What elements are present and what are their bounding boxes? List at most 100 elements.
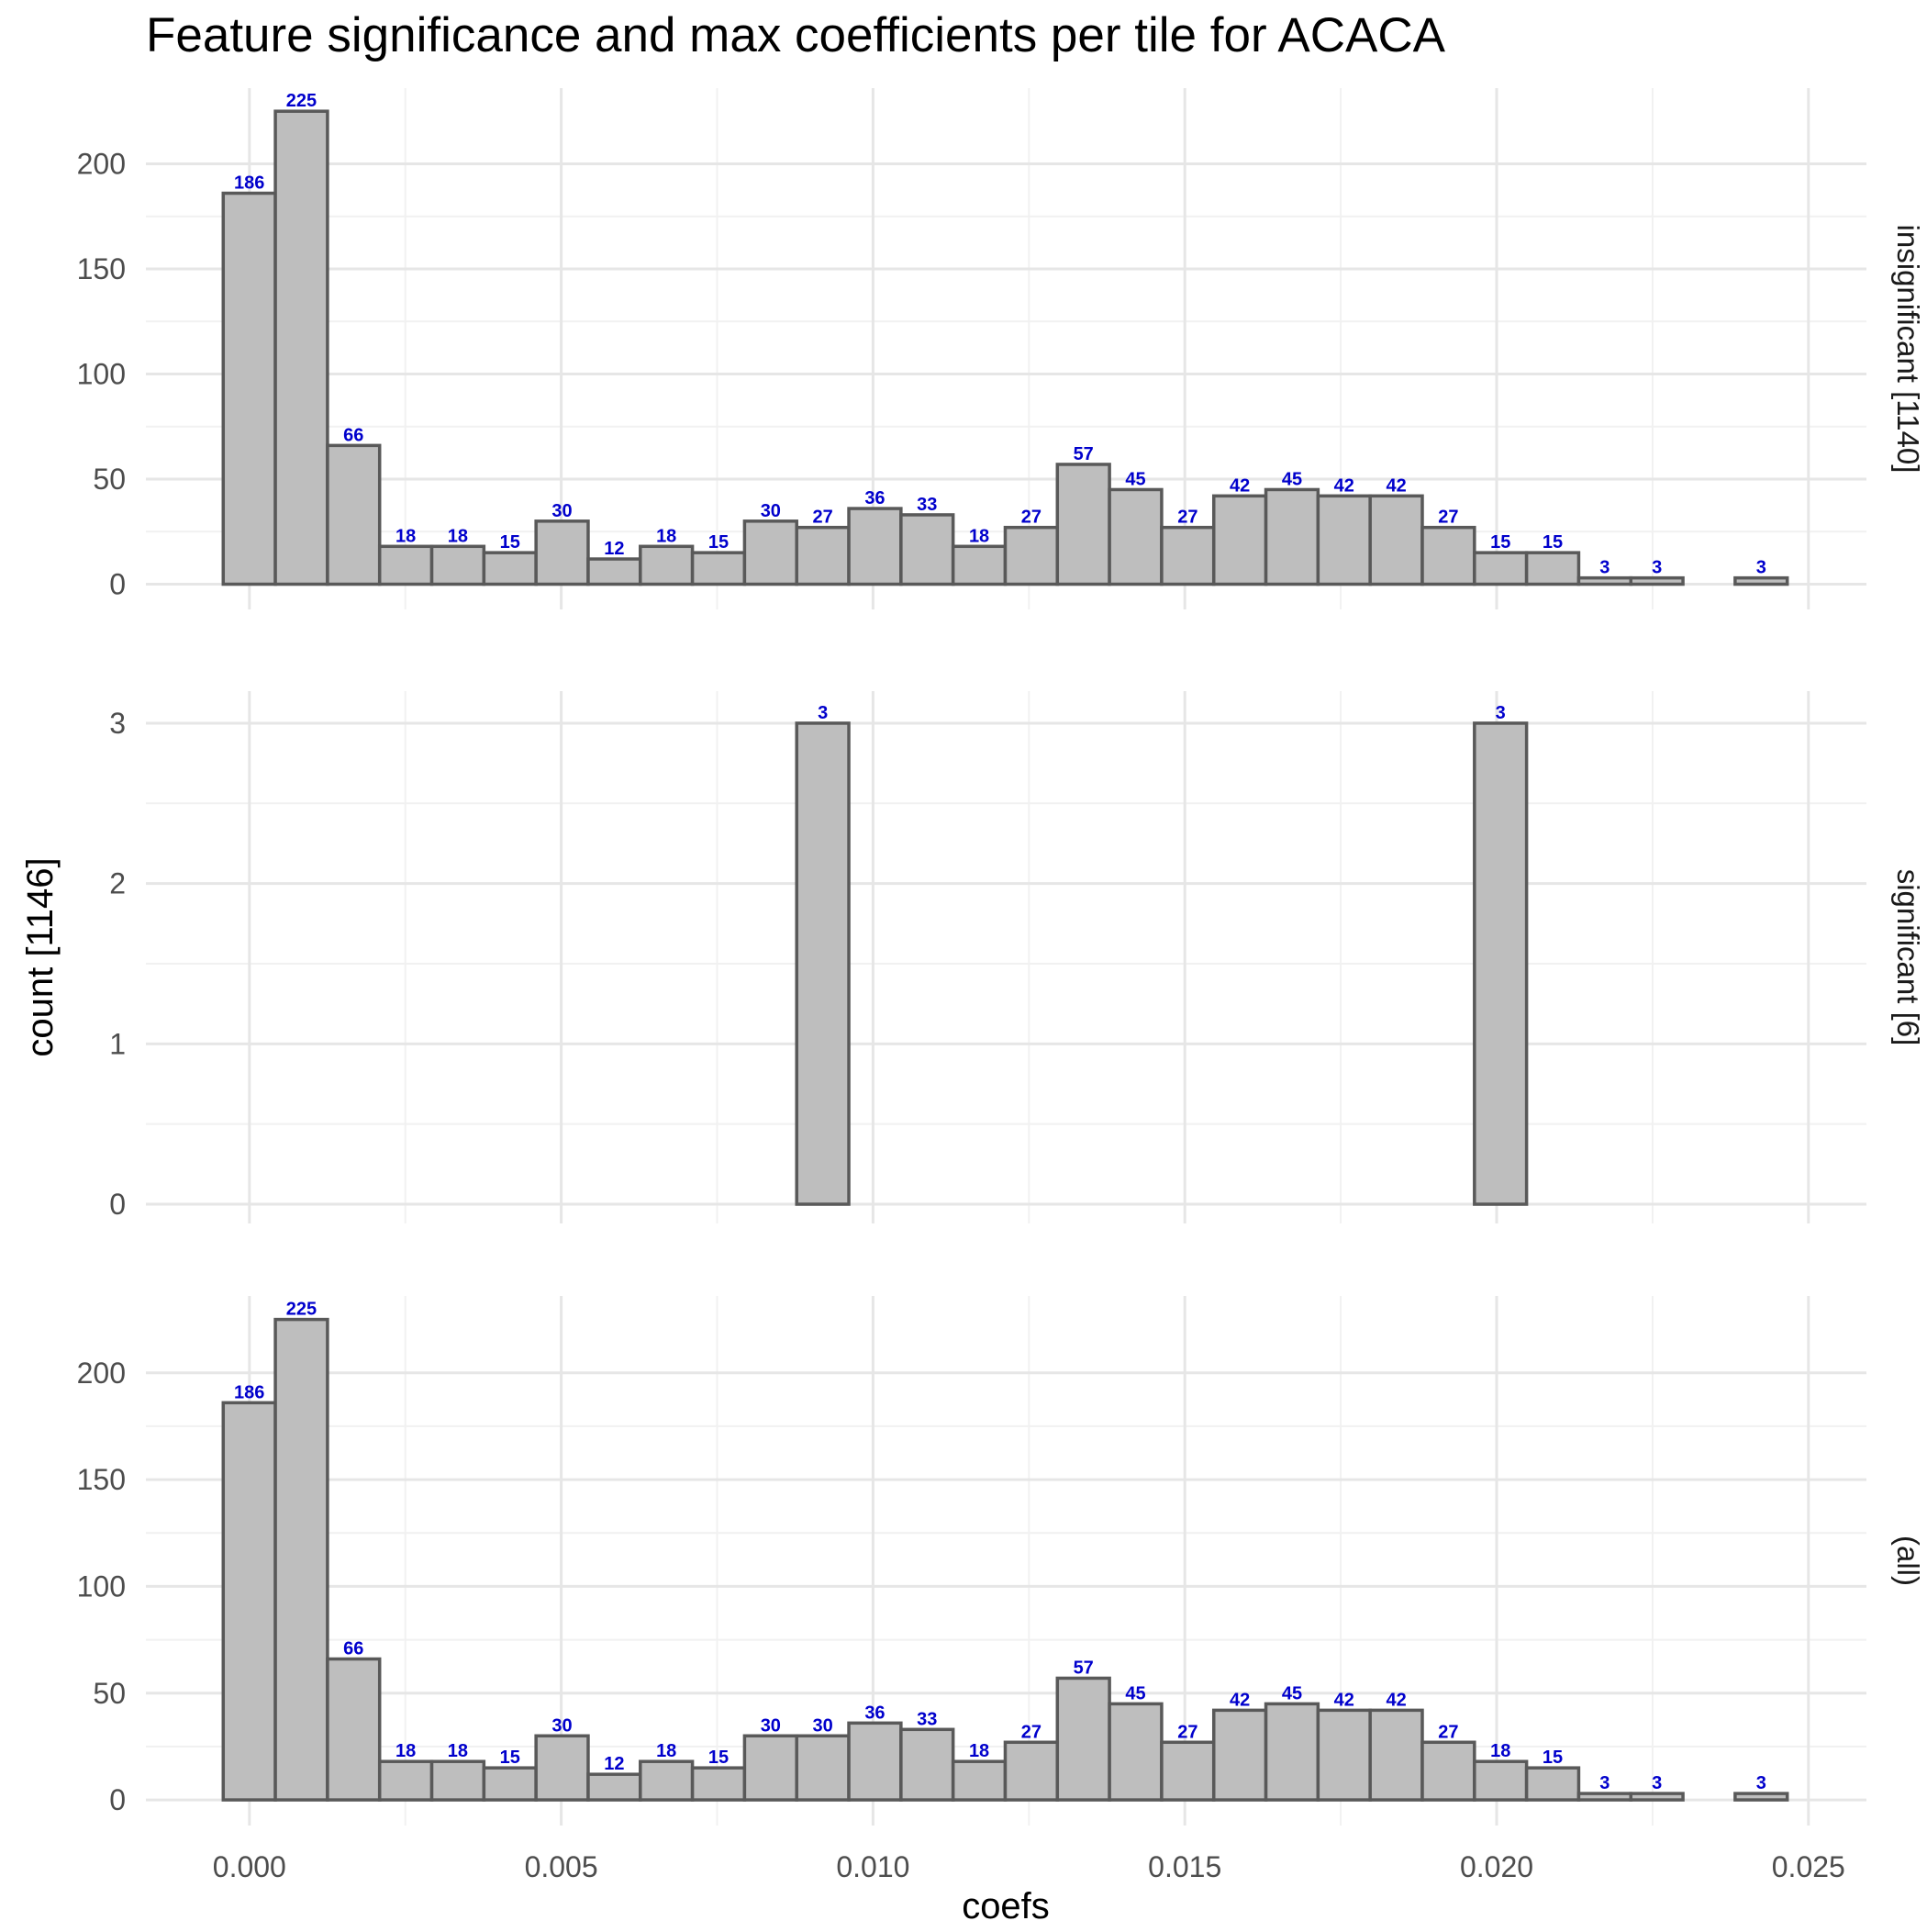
bar-count-label: 15	[708, 532, 729, 553]
x-tick-label: 0.025	[1772, 1850, 1845, 1883]
histogram-bar	[1211, 1708, 1268, 1802]
y-tick-label: 50	[93, 463, 126, 496]
histogram-bar	[221, 191, 277, 586]
histogram-bar	[1211, 494, 1268, 586]
bar-count-label: 3	[1599, 558, 1610, 578]
y-tick-label: 150	[77, 1463, 126, 1496]
bar-count-label: 12	[604, 1754, 624, 1774]
bar-count-label: 36	[864, 1703, 885, 1723]
y-axis-title: count [1146]	[20, 857, 61, 1056]
bar-count-label: 18	[448, 1741, 468, 1761]
histogram-bar	[1524, 551, 1581, 586]
bar-count-label: 30	[813, 1715, 833, 1736]
histogram-bar	[273, 109, 329, 586]
histogram-bar	[1629, 575, 1685, 586]
histogram-bar	[1420, 525, 1476, 586]
histogram-bar	[795, 721, 851, 1206]
histogram-bar	[742, 1734, 798, 1802]
histogram-bar	[1368, 494, 1424, 586]
histogram-bar	[1473, 721, 1529, 1206]
bar-count-label: 18	[448, 526, 468, 546]
bar-count-label: 3	[1652, 558, 1662, 578]
histogram-bar	[951, 544, 1008, 586]
histogram-bar	[1524, 1766, 1581, 1802]
bar-count-label: 27	[1177, 508, 1197, 528]
histogram-bar	[1055, 1676, 1111, 1802]
bar-count-label: 18	[1490, 1741, 1510, 1761]
histogram-bar	[795, 1734, 851, 1802]
y-tick-label: 0	[109, 568, 126, 601]
histogram-bar	[534, 1734, 590, 1802]
histogram-bar	[534, 519, 590, 586]
bar-count-label: 15	[500, 1748, 520, 1768]
bar-count-label: 45	[1125, 1683, 1145, 1703]
bar-count-label: 27	[1438, 1722, 1458, 1742]
bar-count-label: 45	[1125, 469, 1145, 489]
y-tick-label: 1	[109, 1027, 126, 1060]
y-tick-label: 50	[93, 1677, 126, 1710]
x-tick-label: 0.020	[1460, 1850, 1533, 1883]
bar-count-label: 30	[551, 1715, 572, 1736]
histogram-bar	[1420, 1740, 1476, 1802]
bar-count-label: 30	[551, 501, 572, 521]
bar-count-label: 3	[1599, 1773, 1610, 1793]
y-tick-label: 150	[77, 252, 126, 285]
y-tick-label: 3	[109, 707, 126, 740]
bar-count-label: 15	[1490, 532, 1510, 553]
bar-count-label: 66	[343, 425, 363, 445]
bar-count-label: 57	[1074, 1658, 1094, 1678]
facet-strip-label: significant [6]	[1891, 869, 1925, 1046]
chart-title: Feature significance and max coefficient…	[146, 8, 1445, 62]
bar-count-label: 42	[1334, 1690, 1354, 1710]
histogram-bar	[1368, 1708, 1424, 1802]
facet-strip-label: insignificant [1140]	[1891, 225, 1925, 474]
histogram-bar	[795, 525, 851, 586]
bar-count-label: 12	[604, 539, 624, 559]
histogram-bar	[1629, 1792, 1685, 1802]
bar-count-label: 15	[500, 532, 520, 553]
histogram-bar	[586, 557, 642, 586]
bar-count-label: 42	[1386, 475, 1406, 496]
bar-count-label: 15	[708, 1748, 729, 1768]
histogram-bar	[1003, 525, 1060, 586]
histogram-bar	[690, 1766, 747, 1802]
bar-count-label: 3	[1496, 703, 1506, 723]
bar-count-label: 33	[917, 495, 937, 515]
bar-count-label: 3	[818, 703, 828, 723]
histogram-bar	[377, 1759, 434, 1802]
histogram-bar	[742, 519, 798, 586]
y-tick-label: 2	[109, 867, 126, 900]
bar-count-label: 186	[234, 1382, 264, 1402]
bar-count-label: 36	[864, 488, 885, 508]
bar-count-label: 57	[1074, 444, 1094, 464]
histogram-bar	[1733, 1792, 1789, 1802]
bar-count-label: 42	[1230, 1690, 1250, 1710]
bar-count-label: 66	[343, 1639, 363, 1659]
bar-count-label: 27	[1021, 508, 1041, 528]
bar-count-label: 33	[917, 1709, 937, 1729]
bar-count-label: 45	[1282, 1683, 1302, 1703]
histogram-bar	[1003, 1740, 1060, 1802]
histogram-bar	[326, 443, 382, 586]
x-tick-label: 0.015	[1148, 1850, 1221, 1883]
histogram-bar	[1160, 1740, 1216, 1802]
histogram-bar	[899, 1727, 955, 1802]
bar-count-label: 18	[656, 526, 676, 546]
y-tick-label: 100	[77, 1569, 126, 1603]
histogram-bar	[377, 544, 434, 586]
y-tick-label: 0	[109, 1783, 126, 1816]
bar-count-label: 3	[1756, 1773, 1766, 1793]
histogram-bar	[221, 1401, 277, 1802]
bar-count-label: 15	[1543, 532, 1563, 553]
bar-count-label: 18	[395, 1741, 416, 1761]
bar-count-label: 27	[1021, 1722, 1041, 1742]
histogram-bar	[1316, 1708, 1372, 1802]
y-tick-label: 0	[109, 1188, 126, 1221]
histogram-bar	[1108, 1702, 1164, 1802]
histogram-bar	[639, 544, 695, 586]
histogram-bar	[847, 507, 903, 586]
histogram-bar	[429, 1759, 486, 1802]
facet-strip-label: (all)	[1891, 1536, 1925, 1586]
bar-count-label: 18	[656, 1741, 676, 1761]
